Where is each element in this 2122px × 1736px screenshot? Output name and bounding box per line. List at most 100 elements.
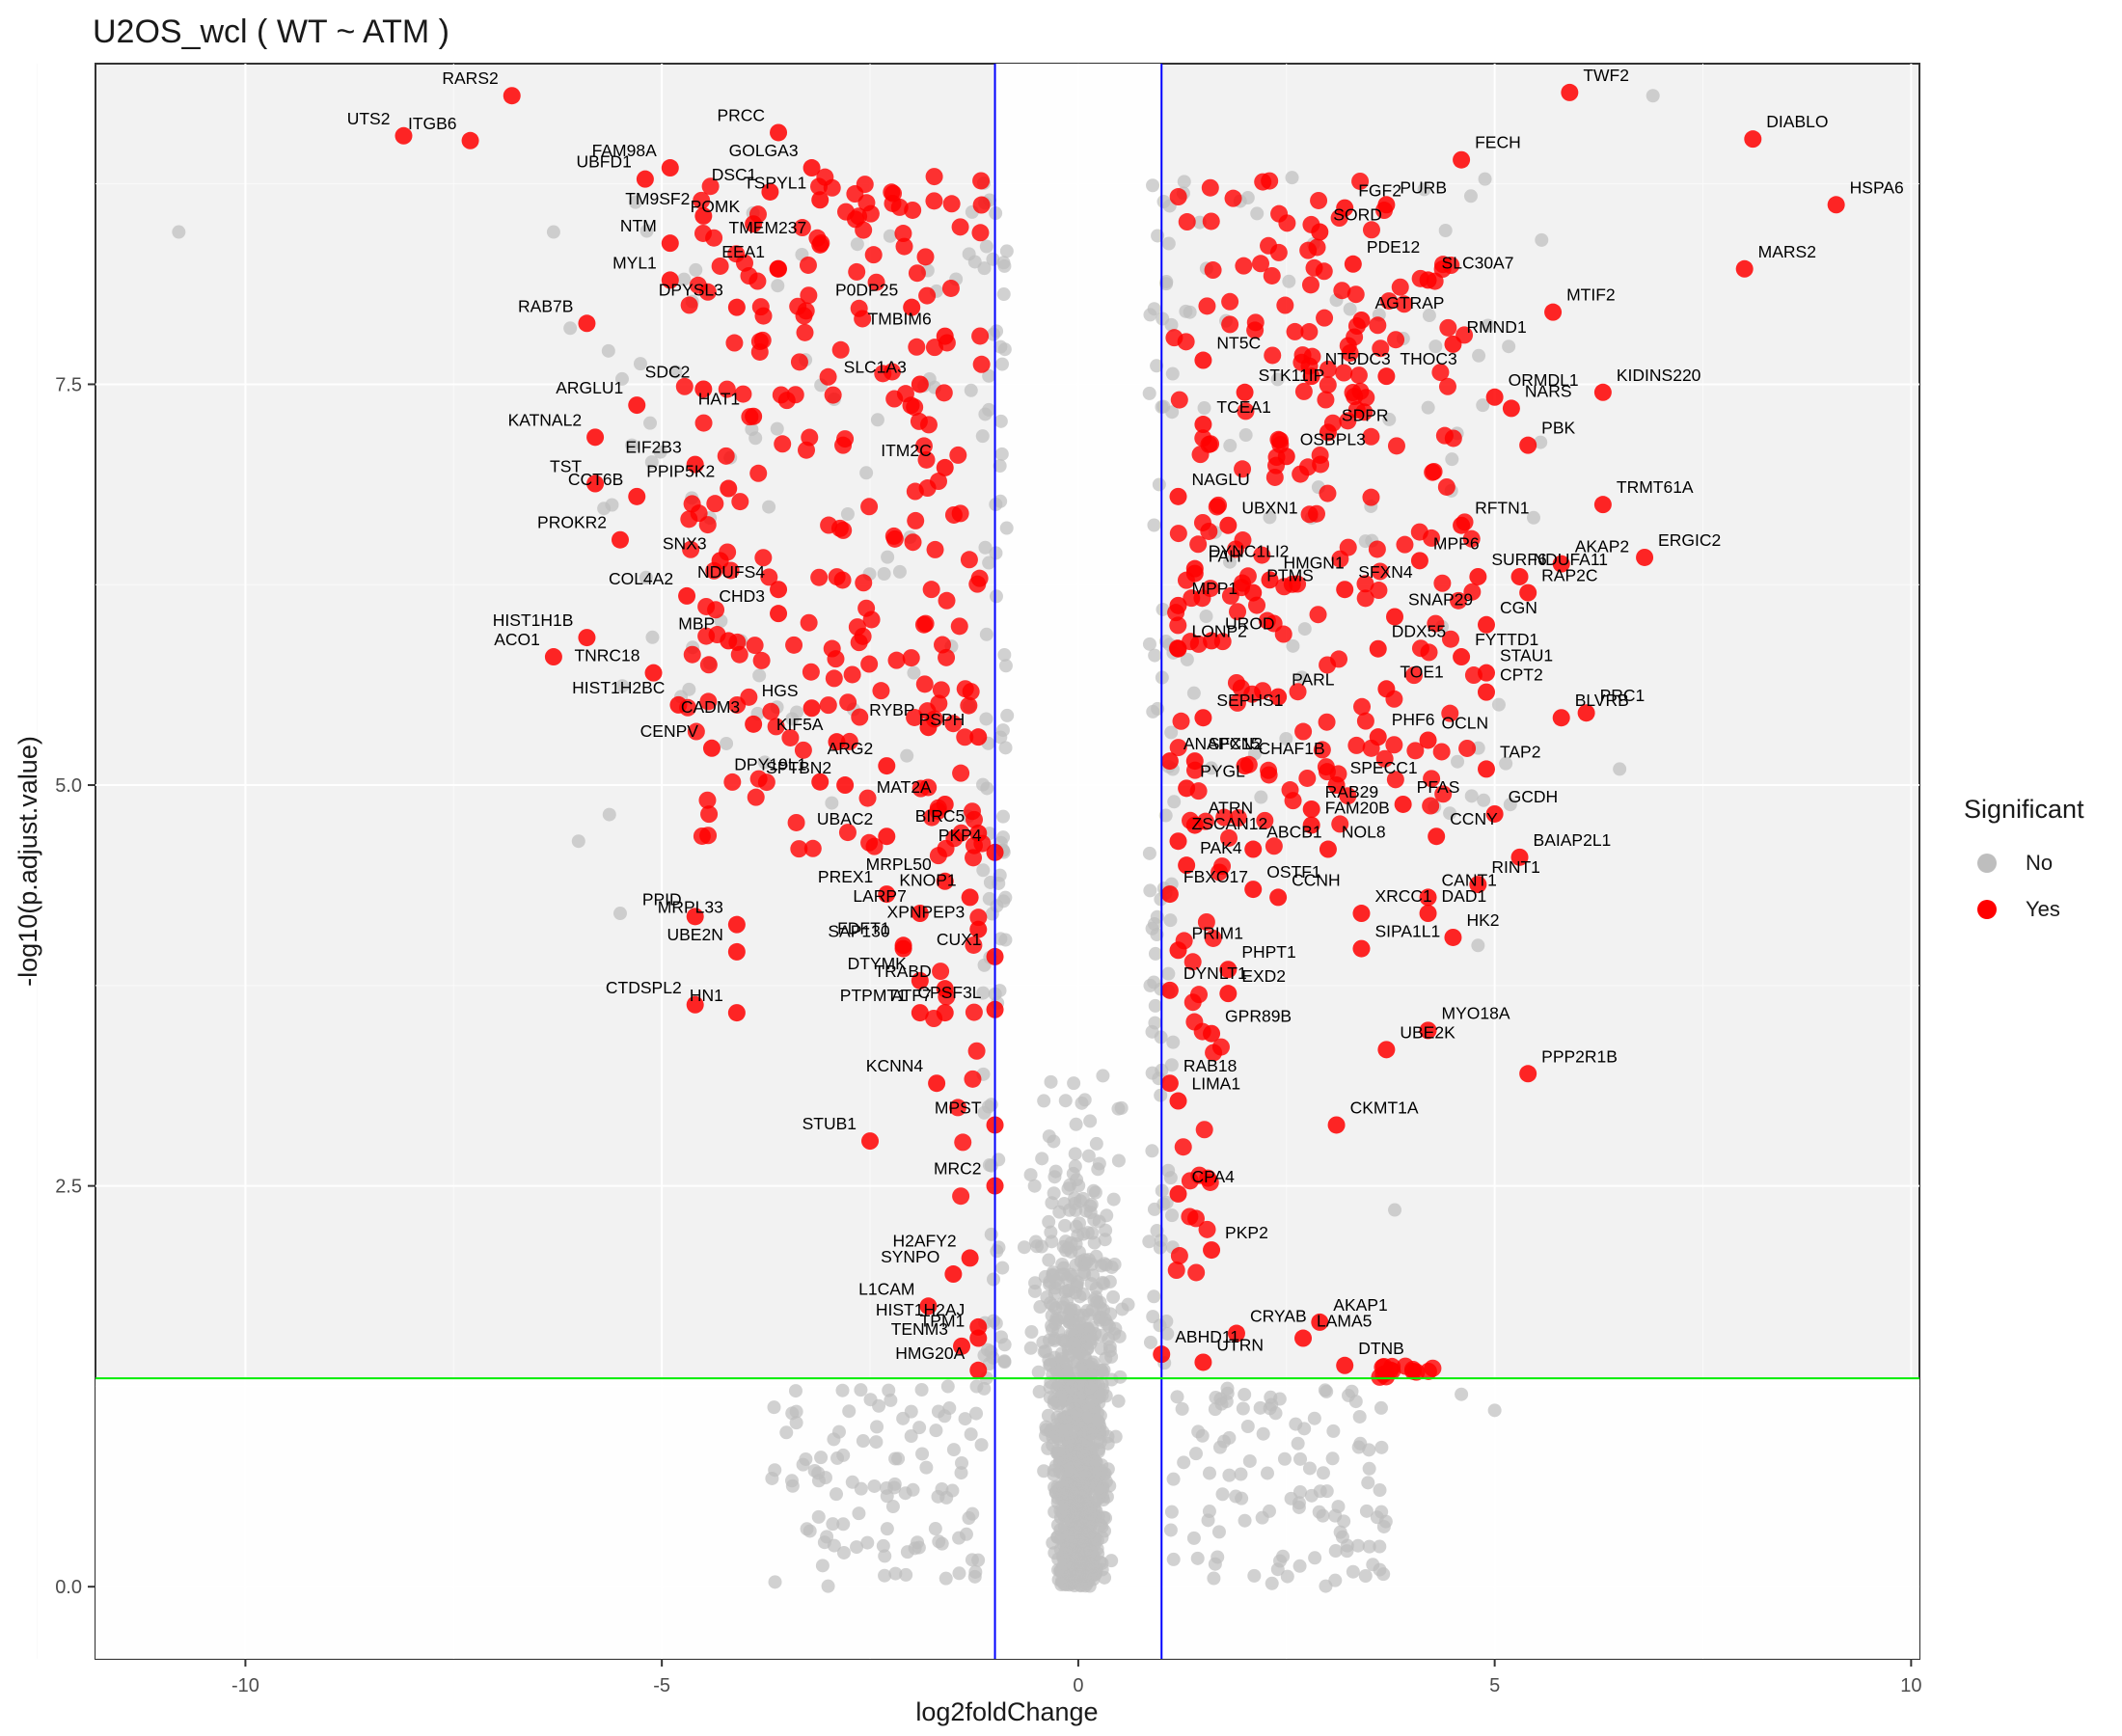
point-significant	[922, 581, 940, 599]
point-nonsignificant	[932, 1534, 946, 1549]
point-significant-labeled	[1369, 728, 1387, 746]
point-significant	[941, 279, 960, 297]
gene-label: CENPV	[640, 721, 699, 741]
gene-label: OCLN	[1442, 713, 1489, 732]
point-significant	[1438, 377, 1456, 395]
point-significant	[785, 636, 803, 654]
gene-label: SURF6	[1491, 550, 1546, 569]
gene-label: UBE2K	[1400, 1022, 1455, 1042]
point-nonsignificant	[1207, 1571, 1221, 1586]
point-significant	[690, 504, 708, 523]
point-significant	[1335, 364, 1353, 382]
point-significant	[860, 655, 879, 673]
point-significant	[1310, 191, 1328, 209]
point-nonsignificant	[1150, 359, 1164, 373]
point-significant	[952, 1187, 970, 1206]
point-significant	[944, 715, 963, 733]
point-significant	[693, 191, 711, 209]
point-significant-labeled	[1453, 516, 1471, 534]
point-nonsignificant	[653, 445, 667, 459]
point-significant	[1381, 1361, 1400, 1379]
gene-label: NT5DC3	[1325, 349, 1391, 368]
gene-label: ERGIC2	[1658, 530, 1721, 550]
gene-label: SDPR	[1342, 405, 1389, 424]
point-significant	[1237, 402, 1255, 420]
point-significant	[1229, 603, 1247, 621]
point-nonsignificant	[1035, 1152, 1049, 1166]
gene-label: RAB7B	[518, 296, 573, 315]
point-nonsignificant	[1477, 793, 1491, 807]
point-significant	[904, 201, 922, 219]
point-nonsignificant	[1170, 1390, 1184, 1404]
point-significant	[884, 527, 903, 545]
point-nonsignificant	[986, 1272, 1000, 1287]
point-nonsignificant	[1238, 1513, 1252, 1528]
gene-label: PTMS	[1266, 566, 1314, 585]
point-significant-labeled	[828, 733, 846, 751]
point-significant	[1300, 323, 1319, 341]
point-significant	[938, 648, 956, 666]
gene-label: SLC30A7	[1442, 253, 1514, 272]
gene-label: RAB29	[1325, 782, 1378, 801]
gene-label: BAIAP2L1	[1534, 830, 1612, 850]
point-significant	[1169, 188, 1187, 206]
point-nonsignificant	[1166, 1552, 1181, 1566]
point-significant-labeled	[1169, 1184, 1187, 1203]
gene-label: STK11IP	[1259, 366, 1325, 385]
point-significant-labeled	[1519, 1065, 1537, 1083]
point-significant	[1256, 811, 1274, 829]
gene-label: CHD3	[719, 586, 765, 606]
point-significant-labeled	[1428, 827, 1446, 846]
point-significant-labeled	[1302, 816, 1320, 834]
gene-label: AKAP2	[1575, 537, 1629, 556]
point-nonsignificant	[762, 500, 776, 514]
gene-label: UTRN	[1216, 1335, 1264, 1354]
point-nonsignificant	[1422, 309, 1436, 323]
point-significant	[1308, 238, 1326, 257]
point-nonsignificant	[1164, 1505, 1179, 1519]
point-nonsignificant	[1242, 1453, 1257, 1468]
point-significant	[926, 540, 944, 558]
point-nonsignificant	[1286, 638, 1300, 653]
gene-label: TNRC18	[574, 646, 639, 665]
point-significant	[698, 791, 717, 809]
point-nonsignificant	[1084, 1379, 1099, 1394]
gene-label: NOL8	[1342, 823, 1386, 842]
gene-label: PTPMT1	[840, 986, 907, 1005]
point-significant-labeled	[1593, 496, 1612, 514]
point-nonsignificant	[1017, 1240, 1031, 1255]
point-significant	[1227, 540, 1245, 558]
point-significant-labeled	[1302, 800, 1320, 818]
point-significant-labeled	[1178, 856, 1196, 875]
point-significant-labeled	[903, 298, 921, 316]
gene-label: PREX1	[818, 867, 873, 886]
gene-label: GPR89B	[1225, 1007, 1292, 1026]
point-nonsignificant	[1238, 428, 1253, 443]
point-significant	[1202, 212, 1220, 231]
point-nonsignificant	[612, 907, 627, 921]
point-significant	[1169, 525, 1187, 543]
point-nonsignificant	[883, 229, 897, 243]
point-significant	[956, 728, 974, 746]
gene-label: SLC1A3	[844, 357, 907, 376]
point-nonsignificant	[1328, 1508, 1343, 1523]
point-significant	[1349, 366, 1368, 385]
point-nonsignificant	[1503, 798, 1517, 812]
point-significant-labeled	[1244, 881, 1263, 899]
point-nonsignificant	[1388, 1203, 1402, 1217]
y-tick-label: 5.0	[55, 775, 82, 797]
gene-label: SPECC1	[1350, 758, 1418, 777]
nonsig-pvalue-band	[95, 1378, 1919, 1659]
point-significant-labeled	[1510, 567, 1529, 585]
point-significant	[698, 283, 717, 301]
point-nonsignificant	[850, 1540, 864, 1555]
point-significant	[1356, 589, 1374, 608]
point-significant	[865, 837, 884, 855]
point-nonsignificant	[1027, 1179, 1042, 1193]
point-nonsignificant	[1062, 1203, 1076, 1217]
point-nonsignificant	[1358, 1568, 1373, 1583]
point-significant-labeled	[1369, 639, 1387, 658]
point-nonsignificant	[1223, 439, 1238, 453]
gene-label: XRCC1	[1374, 886, 1431, 906]
point-significant	[802, 663, 820, 681]
